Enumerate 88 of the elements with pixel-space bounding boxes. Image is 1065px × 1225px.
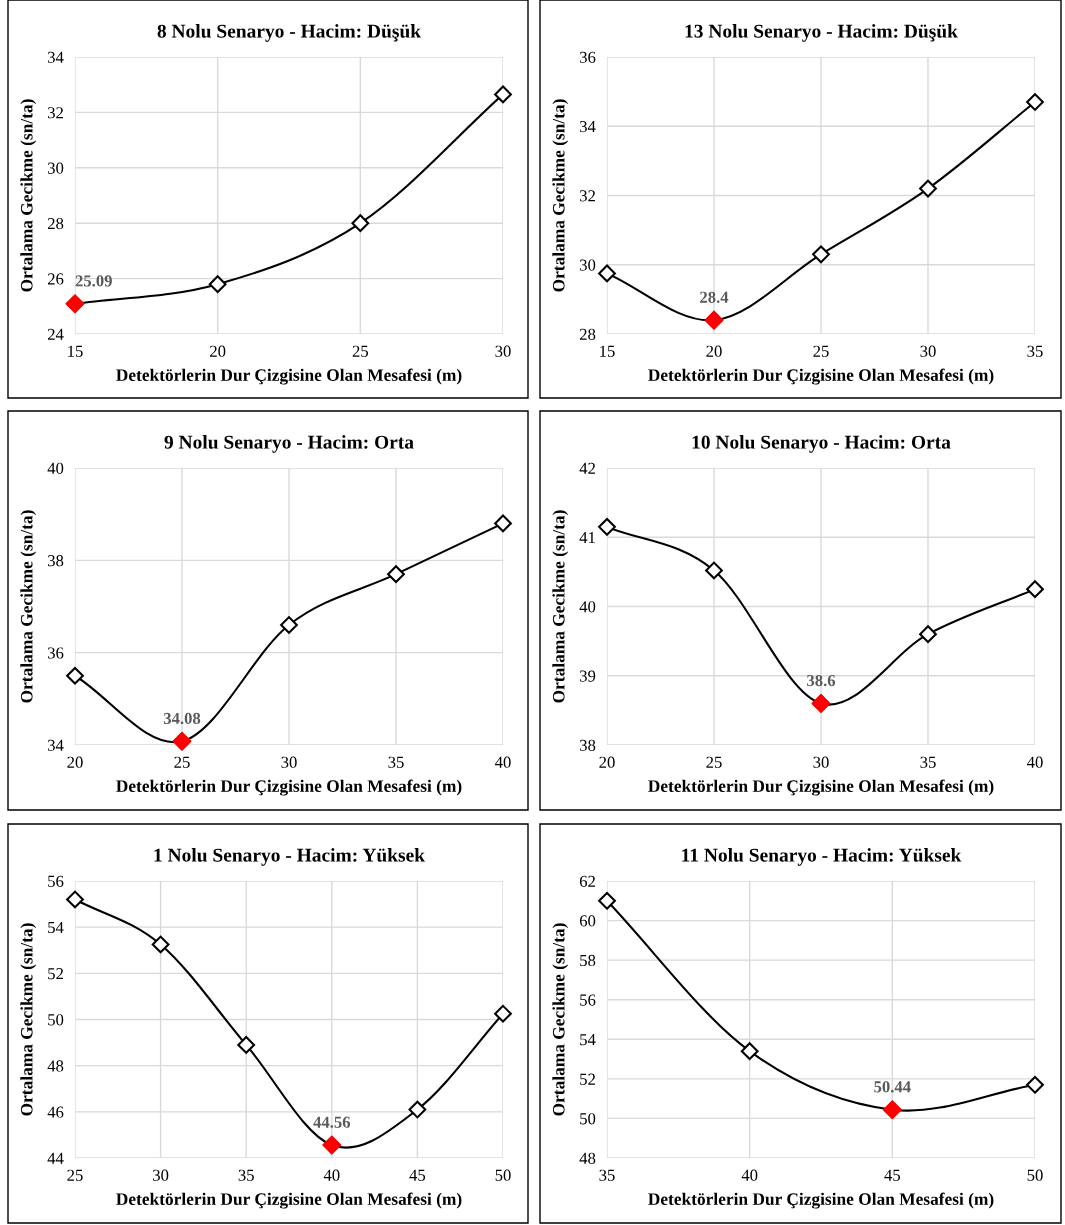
x-tick-label: 20 [706,345,722,357]
y-tick-label: 44 [47,1152,64,1164]
y-tick-label: 41 [579,532,595,544]
y-tick-label: 32 [580,190,595,202]
data-label: 25.09 [75,275,112,287]
x-tick-label: 35 [599,1169,615,1181]
chart-title: 9 Nolu Senaryo - Hacim: Orta [164,435,414,453]
y-tick-label: 26 [47,273,64,285]
y-tick-label: 48 [579,1152,596,1164]
y-tick-label: 62 [579,875,595,887]
y-tick-label: 36 [48,647,64,659]
x-tick-label: 30 [495,345,511,357]
y-tick-label: 40 [579,601,596,613]
x-tick-label: 20 [67,756,83,768]
chart-title: 10 Nolu Senaryo - Hacim: Orta [692,435,951,453]
y-tick-label: 40 [47,462,64,474]
y-axis-title: Ortalama Gecikme (sn/ta) [552,99,569,292]
y-tick-label: 50 [48,1014,64,1026]
y-tick-label: 46 [47,1106,64,1118]
y-tick-label: 38 [580,739,596,751]
y-tick-label: 36 [580,51,596,63]
x-tick-label: 20 [599,756,615,768]
y-axis-title: Ortalama Gecikme (sn/ta) [552,923,569,1116]
y-tick-label: 54 [580,1034,596,1046]
y-tick-label: 60 [579,915,596,927]
x-axis-title: Detektörlerin Dur Çizgisine Olan Mesafesi (m) [116,1192,462,1209]
y-tick-label: 32 [48,107,63,119]
x-axis-title: Detektörlerin Dur Çizgisine Olan Mesafesi (m) [648,368,994,385]
chart-title: 11 Nolu Senaryo - Hacim: Yüksek [682,848,962,866]
x-tick-label: 40 [323,1169,340,1181]
data-label: 28.4 [700,291,729,303]
x-axis-title: Detektörlerin Dur Çizgisine Olan Mesafesi (m) [648,779,994,796]
y-tick-label: 58 [580,954,596,967]
x-tick-label: 30 [281,756,297,768]
chart-title: 8 Nolu Senaryo - Hacim: Düşük [157,24,422,42]
y-tick-label: 28 [579,328,596,340]
y-tick-label: 24 [47,328,64,340]
y-tick-label: 38 [48,555,64,567]
x-tick-label: 45 [884,1169,901,1181]
x-axis-title: Detektörlerin Dur Çizgisine Olan Mesafesi (m) [116,368,462,385]
y-tick-label: 30 [580,259,596,271]
y-axis-title: Ortalama Gecikme (sn/ta) [20,923,37,1116]
y-tick-label: 30 [48,162,64,174]
chart-title: 1 Nolu Senaryo - Hacim: Yüksek [154,848,425,866]
x-tick-label: 30 [153,1169,169,1181]
y-tick-label: 52 [580,1073,595,1085]
y-tick-label: 34 [580,121,596,133]
x-tick-label: 35 [238,1169,254,1181]
x-axis-title: Detektörlerin Dur Çizgisine Olan Mesafesi (m) [648,1192,994,1209]
y-tick-label: 28 [47,217,64,230]
x-tick-label: 35 [1027,345,1043,357]
y-axis-title: Ortalama Gecikme (sn/ta) [20,99,37,292]
x-tick-label: 40 [1026,756,1043,768]
y-tick-label: 56 [48,875,64,887]
y-tick-label: 54 [48,921,64,934]
x-tick-label: 30 [813,756,829,768]
y-tick-label: 52 [48,968,63,980]
y-tick-label: 34 [48,739,64,751]
y-tick-label: 50 [580,1113,596,1125]
y-tick-label: 34 [48,51,64,63]
x-tick-label: 35 [920,756,936,768]
x-tick-label: 40 [741,1169,758,1181]
data-label: 50.44 [874,1081,911,1093]
y-tick-label: 48 [47,1060,64,1072]
y-axis-title: Ortalama Gecikme (sn/ta) [552,510,569,703]
chart-title: 13 Nolu Senaryo - Hacim: Düşük [685,24,958,42]
y-tick-label: 39 [580,670,596,682]
x-tick-label: 25 [174,756,190,768]
x-tick-label: 35 [388,756,404,768]
y-axis-title: Ortalama Gecikme (sn/ta) [20,510,37,703]
x-tick-label: 25 [67,1169,83,1181]
data-label: 38.6 [807,674,836,687]
x-tick-label: 25 [813,345,829,357]
x-tick-label: 25 [706,756,722,768]
x-axis-title: Detektörlerin Dur Çizgisine Olan Mesafesi (m) [116,779,462,796]
y-tick-label: 56 [580,994,596,1006]
data-label: 34.08 [163,712,201,725]
x-tick-label: 50 [495,1169,511,1181]
x-tick-label: 30 [920,345,936,357]
x-tick-label: 45 [409,1169,426,1181]
x-tick-label: 40 [494,756,511,768]
y-tick-label: 42 [579,462,595,474]
data-label: 44.56 [313,1116,351,1128]
x-tick-label: 50 [1027,1169,1043,1181]
x-tick-label: 25 [352,345,369,357]
x-tick-label: 20 [210,345,226,357]
x-tick-label: 15 [600,345,615,357]
x-tick-label: 15 [68,345,83,357]
